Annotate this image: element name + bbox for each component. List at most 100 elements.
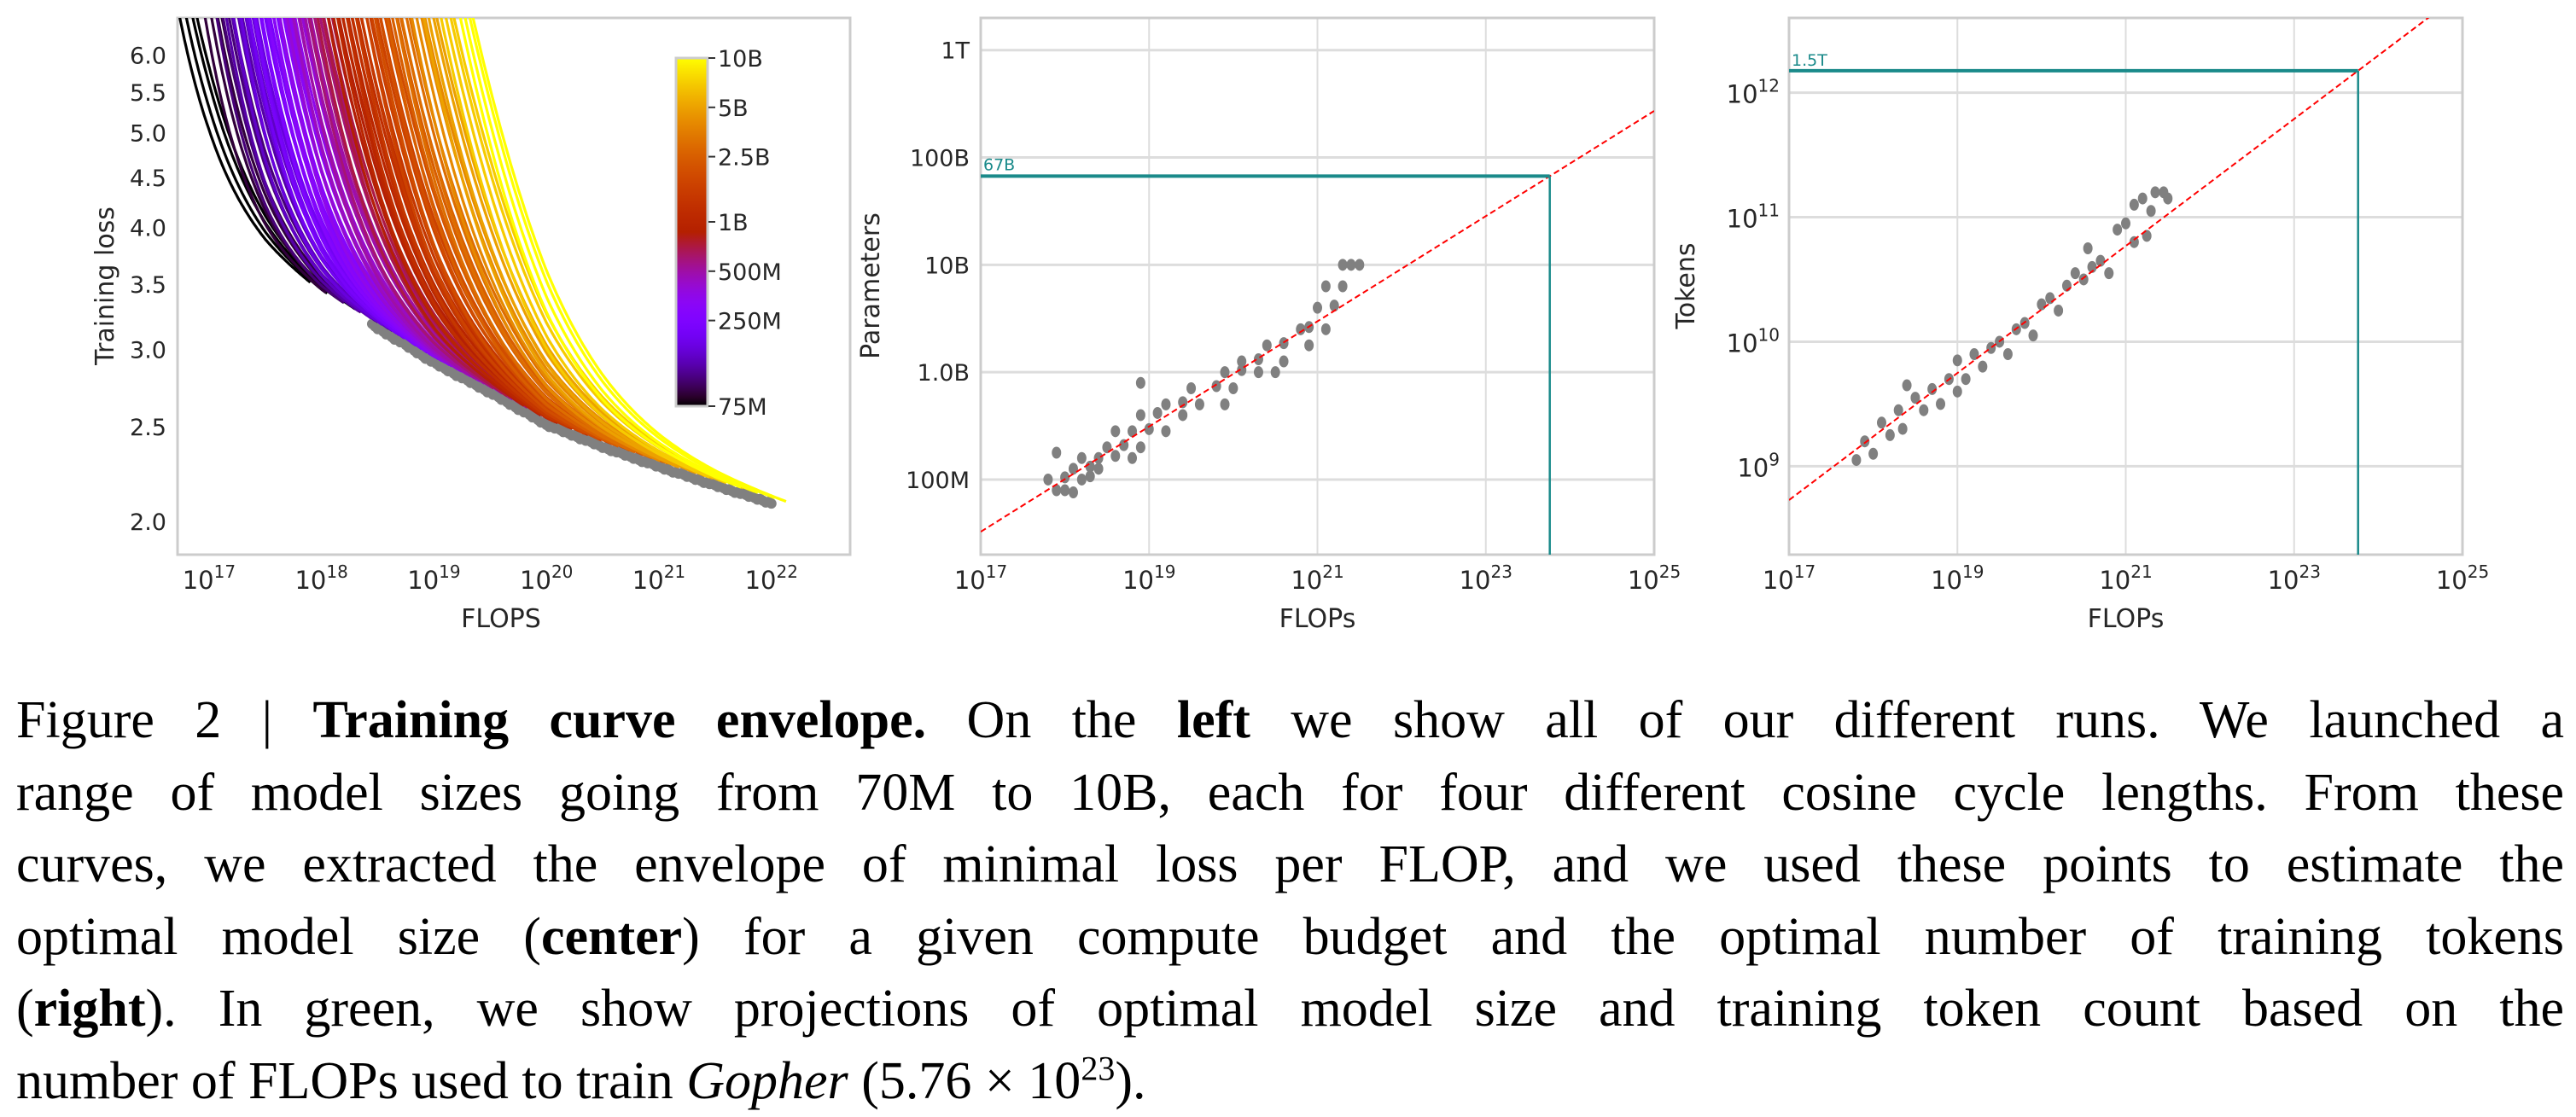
caption-text: Figure 2 |: [16, 691, 312, 749]
data-point: [1043, 474, 1052, 486]
x-tick-label: 1021: [2099, 561, 2152, 595]
data-point: [1346, 259, 1355, 271]
x-tick-label: 1017: [954, 561, 1007, 595]
tick-exponent: 19: [1962, 561, 1984, 582]
data-point: [1355, 259, 1364, 271]
data-point: [1919, 404, 1928, 416]
tick-exponent: 21: [664, 561, 685, 582]
tick-base: 10: [2268, 566, 2299, 595]
tick-exponent: 25: [1659, 561, 1681, 582]
tick-exponent: 20: [551, 561, 573, 582]
caption-text: ).: [1115, 1052, 1145, 1110]
data-point: [1161, 425, 1170, 437]
data-point: [2029, 329, 2038, 341]
x-axis-label: FLOPS: [461, 604, 541, 634]
data-point: [2147, 205, 2156, 217]
data-point: [1279, 356, 1289, 368]
tick-base: 10: [745, 566, 777, 595]
data-point: [1110, 450, 1120, 462]
x-tick-label: 1023: [1460, 561, 1512, 595]
caption-bold-text: Training curve envelope.: [312, 691, 926, 749]
data-point: [1195, 399, 1204, 410]
data-point: [1330, 300, 1339, 311]
tick-exponent: 9: [1769, 449, 1780, 469]
tick-exponent: 21: [1322, 561, 1343, 582]
caption-italic-text: Gopher: [686, 1052, 848, 1110]
tick-base: 10: [183, 566, 214, 595]
caption-superscript: 23: [1081, 1049, 1115, 1087]
data-point: [2163, 193, 2172, 205]
caption-text: (: [16, 980, 34, 1038]
y-axis-label: Parameters: [856, 212, 886, 359]
data-point: [1052, 446, 1061, 458]
data-point: [1153, 407, 1163, 419]
data-point: [2113, 224, 2122, 236]
tick-base: 10: [1122, 566, 1154, 595]
tick-exponent: 17: [214, 561, 236, 582]
tick-base: 10: [2436, 566, 2468, 595]
caption-bold-text: left: [1177, 691, 1250, 749]
data-point: [1110, 425, 1120, 437]
data-point: [1069, 486, 1078, 498]
colorbar-tick-label: 250M: [718, 309, 782, 335]
tick-base: 10: [1291, 566, 1322, 595]
y-tick-label: 4.5: [130, 166, 166, 192]
data-point: [2003, 348, 2013, 360]
caption-line: optimal model size (center) for a given …: [16, 901, 2564, 974]
y-tick-label: 6.0: [130, 44, 166, 70]
tick-base: 10: [1931, 566, 1962, 595]
colorbar-tick-label: 75M: [718, 394, 767, 421]
caption-line: curves, we extracted the envelope of min…: [16, 829, 2564, 901]
x-tick-label: 1025: [2436, 561, 2489, 595]
y-tick-label: 5.0: [130, 120, 166, 147]
tick-exponent: 18: [326, 561, 347, 582]
y-axis-label: Tokens: [1671, 243, 1701, 330]
data-point: [1903, 380, 1912, 392]
tick-base: 10: [1737, 453, 1769, 482]
caption-text: On the: [926, 691, 1177, 749]
x-tick-label: 1019: [1122, 561, 1175, 595]
tick-exponent: 12: [1758, 76, 1780, 96]
tick-base: 10: [1727, 205, 1758, 234]
data-point: [1094, 452, 1104, 464]
data-point: [1321, 281, 1331, 293]
x-axis-label: FLOPs: [2088, 604, 2165, 634]
y-tick-label: 1010: [1727, 324, 1780, 358]
y-tick-label: 4.0: [130, 215, 166, 241]
data-point: [1885, 429, 1895, 441]
x-tick-label: 1022: [745, 561, 798, 595]
tick-exponent: 23: [1490, 561, 1512, 582]
colorbar-tick-label: 5B: [718, 96, 749, 122]
data-point: [2104, 267, 2113, 279]
x-tick-label: 1021: [1291, 561, 1343, 595]
tick-exponent: 21: [2130, 561, 2152, 582]
tick-base: 10: [954, 566, 986, 595]
y-tick-label: 3.0: [130, 337, 166, 364]
colorbar-bar: [676, 58, 708, 406]
data-point: [1077, 452, 1087, 464]
tick-base: 10: [1628, 566, 1659, 595]
tick-base: 10: [1727, 80, 1758, 109]
tick-base: 10: [520, 566, 551, 595]
data-point: [1262, 340, 1272, 352]
training-curve: [465, 0, 786, 502]
x-tick-label: 1020: [520, 561, 573, 595]
y-tick-label: 3.5: [130, 272, 166, 299]
data-point: [2037, 299, 2046, 311]
x-tick-label: 1018: [294, 561, 347, 595]
x-tick-label: 1019: [1931, 561, 1984, 595]
x-tick-label: 1017: [183, 561, 236, 595]
y-tick-label: 1012: [1727, 76, 1780, 109]
data-point: [2151, 186, 2160, 198]
caption-text: curves, we extracted the envelope of min…: [16, 835, 2564, 893]
data-point: [1128, 452, 1137, 464]
data-point: [1338, 281, 1348, 293]
data-point: [1136, 441, 1145, 453]
tick-exponent: 19: [439, 561, 460, 582]
figure-caption: Figure 2 | Training curve envelope. On t…: [16, 684, 2564, 1117]
y-axis-label: Training loss: [90, 207, 120, 366]
data-point: [1953, 386, 1962, 398]
tick-exponent: 17: [1794, 561, 1815, 582]
